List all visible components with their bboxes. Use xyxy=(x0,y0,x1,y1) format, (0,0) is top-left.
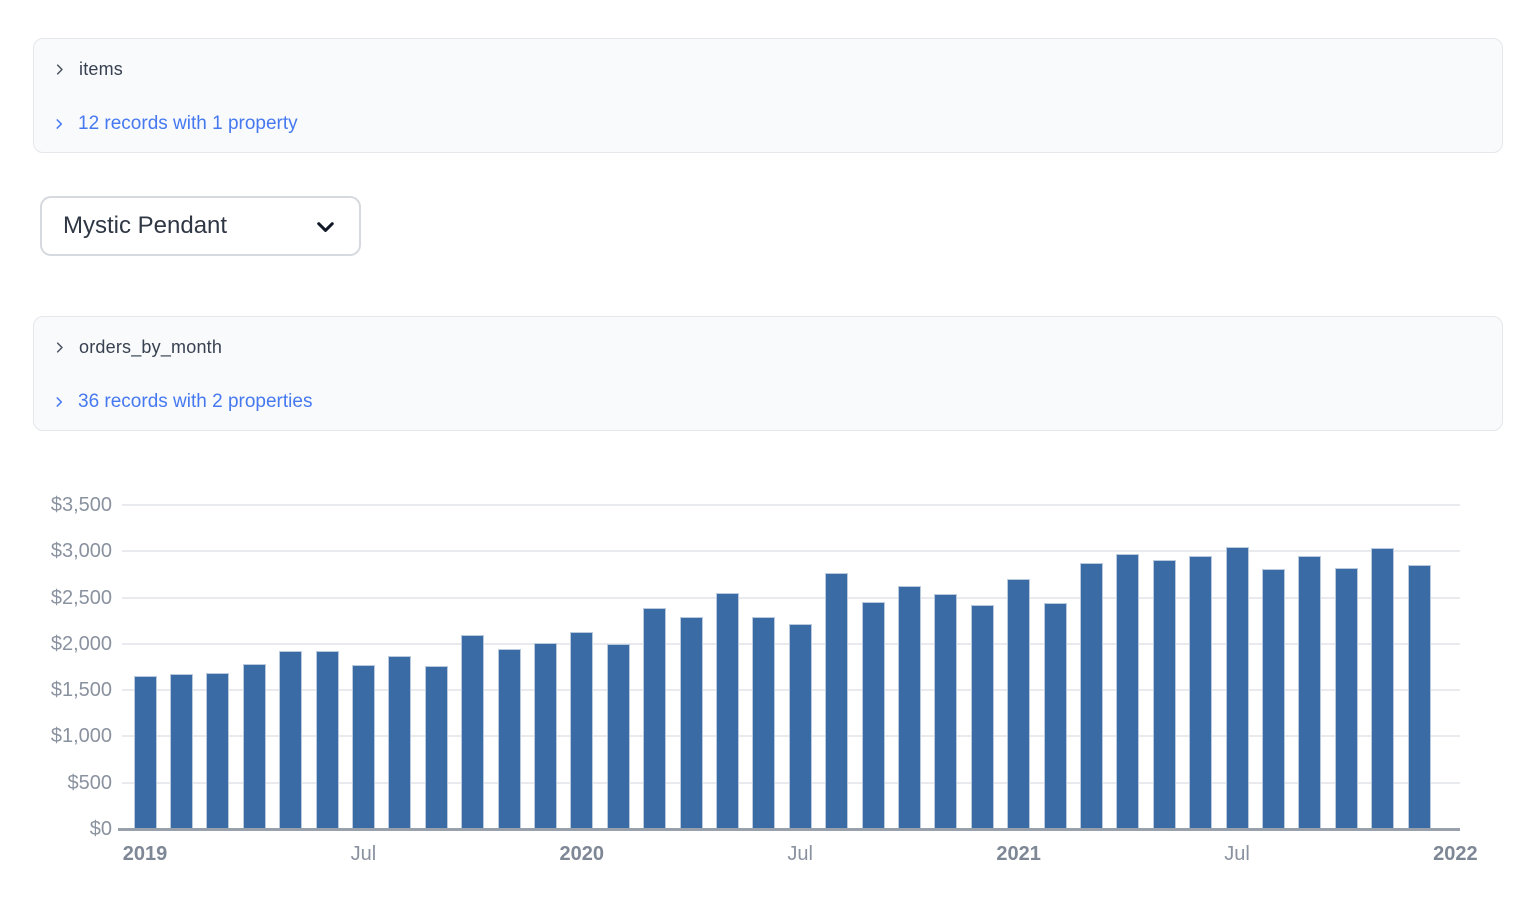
gridline xyxy=(122,735,1460,738)
chevron-right-icon xyxy=(52,395,66,409)
y-axis-tick-label: $1,500 xyxy=(50,679,112,702)
chart-bar xyxy=(934,593,958,829)
chart-bar xyxy=(752,617,776,829)
x-axis-tick-label: 2021 xyxy=(996,843,1041,865)
y-axis-tick-label: $2,500 xyxy=(50,586,112,609)
items-expand-row[interactable]: items xyxy=(52,55,123,83)
chart-bar xyxy=(133,675,157,829)
chart-bar xyxy=(1334,567,1358,829)
y-axis-tick-label: $500 xyxy=(67,771,113,794)
chart-bar xyxy=(351,664,375,829)
orders-expand-row[interactable]: orders_by_month xyxy=(52,333,222,361)
chart-bar xyxy=(533,643,557,829)
chart-bar xyxy=(169,674,193,829)
gridline xyxy=(122,689,1460,692)
chart-bar xyxy=(1007,578,1031,829)
chart-bar xyxy=(679,616,703,829)
chart-bar xyxy=(570,631,594,829)
chevron-right-icon xyxy=(52,62,67,77)
chart-bar xyxy=(970,604,994,829)
chart-bar xyxy=(606,644,630,829)
gridline xyxy=(122,781,1460,784)
panel-title: items xyxy=(79,58,124,79)
x-axis-tick-label: 2020 xyxy=(559,843,605,865)
x-axis-tick-label: 2022 xyxy=(1433,843,1478,865)
chart-bar xyxy=(897,585,921,829)
product-select-value: Mystic Pendant xyxy=(63,212,228,239)
y-axis-tick-label: $1,000 xyxy=(50,725,112,748)
gridline xyxy=(122,504,1460,506)
chart-bar xyxy=(461,634,485,829)
chart-bar xyxy=(1043,603,1067,829)
x-axis-tick-label: Jul xyxy=(350,843,377,865)
chart-bar xyxy=(388,655,412,829)
panel-orders-by-month: orders_by_month 36 records with 2 proper… xyxy=(33,316,1503,431)
y-axis-tick-label: $3,500 xyxy=(50,494,112,516)
chart-bar xyxy=(1261,569,1285,829)
chart-bar xyxy=(1371,548,1395,829)
chart-bar xyxy=(1152,559,1176,829)
records-summary: 36 records with 2 properties xyxy=(78,391,313,412)
panel-title: orders_by_month xyxy=(79,336,223,357)
chart-bar xyxy=(206,673,230,829)
chevron-right-icon xyxy=(52,117,66,131)
x-axis-tick-label: Jul xyxy=(1224,843,1250,865)
orders-records-link[interactable]: 36 records with 2 properties xyxy=(52,388,312,416)
y-axis-tick-label: $2,000 xyxy=(50,632,112,655)
gridline xyxy=(122,642,1460,645)
chart-bar xyxy=(825,572,849,829)
x-axis-tick-label: Jul xyxy=(787,843,813,865)
chart-bar xyxy=(279,650,303,829)
chart-bar xyxy=(424,665,448,829)
chart-bar xyxy=(861,602,885,829)
chevron-down-icon xyxy=(312,213,339,240)
chevron-right-icon xyxy=(52,340,67,355)
chart-bar xyxy=(242,663,266,829)
chart-bar xyxy=(497,648,521,829)
chart-bar xyxy=(1079,562,1103,829)
chart-bar xyxy=(1407,565,1431,829)
y-axis-tick-label: $0 xyxy=(89,818,112,840)
y-axis-tick-label: $3,000 xyxy=(50,540,112,563)
chart-bar xyxy=(1225,547,1249,829)
chart-bar xyxy=(1116,553,1140,829)
chart-bar xyxy=(1189,555,1213,829)
chart-bar xyxy=(788,623,812,829)
x-axis-tick-label: 2019 xyxy=(122,843,168,865)
items-records-link[interactable]: 12 records with 1 property xyxy=(52,110,298,138)
chart-bar xyxy=(315,650,339,829)
chart-bar xyxy=(1298,556,1322,829)
gridline xyxy=(122,596,1460,599)
x-axis-line xyxy=(118,828,1460,831)
gridline xyxy=(122,550,1460,553)
product-select[interactable]: Mystic Pendant xyxy=(40,196,361,256)
records-summary: 12 records with 1 property xyxy=(78,113,298,134)
chart-bar xyxy=(715,592,739,829)
chart-bar xyxy=(643,607,667,829)
panel-items: items 12 records with 1 property xyxy=(33,38,1503,153)
